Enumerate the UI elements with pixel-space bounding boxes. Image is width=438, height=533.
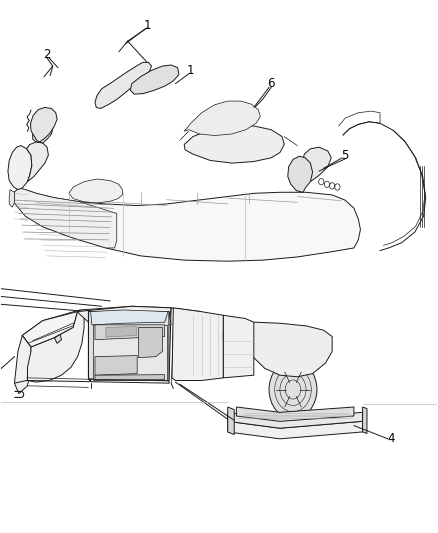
Polygon shape [14,188,117,248]
Text: ⊃: ⊃ [12,387,25,402]
Polygon shape [237,407,354,421]
Polygon shape [288,156,313,192]
Text: 6: 6 [268,77,275,90]
Polygon shape [303,147,331,182]
FancyBboxPatch shape [115,328,121,335]
Polygon shape [54,334,61,343]
Polygon shape [95,375,165,380]
Polygon shape [31,108,57,142]
Text: 4: 4 [387,432,395,446]
Polygon shape [22,312,78,347]
Polygon shape [223,316,254,378]
Polygon shape [184,101,260,135]
Polygon shape [363,407,367,433]
Polygon shape [14,335,31,394]
Polygon shape [8,146,32,190]
Polygon shape [130,65,179,94]
Polygon shape [228,413,363,428]
Text: 1: 1 [143,19,151,32]
Polygon shape [78,306,171,326]
Text: 1: 1 [187,64,194,77]
Polygon shape [228,407,234,434]
FancyBboxPatch shape [108,328,114,335]
Polygon shape [223,322,332,377]
Polygon shape [93,325,167,381]
Polygon shape [9,190,14,207]
Polygon shape [33,122,53,143]
Polygon shape [184,126,284,163]
Polygon shape [228,421,363,439]
Polygon shape [95,62,152,109]
Circle shape [269,360,317,419]
Polygon shape [95,356,137,375]
Text: 2: 2 [43,48,51,61]
Text: 5: 5 [342,149,349,161]
FancyBboxPatch shape [122,328,128,335]
Polygon shape [95,325,165,340]
Polygon shape [88,312,91,382]
Polygon shape [106,326,136,337]
FancyBboxPatch shape [129,328,135,335]
Polygon shape [27,142,48,182]
Polygon shape [91,310,168,325]
Polygon shape [138,327,162,358]
Polygon shape [88,312,169,381]
Polygon shape [14,188,360,261]
Polygon shape [28,312,84,382]
Polygon shape [172,308,223,381]
Polygon shape [88,312,171,325]
Polygon shape [69,179,122,203]
